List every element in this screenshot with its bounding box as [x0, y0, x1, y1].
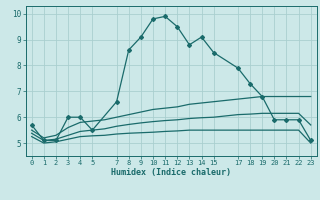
X-axis label: Humidex (Indice chaleur): Humidex (Indice chaleur) [111, 168, 231, 177]
